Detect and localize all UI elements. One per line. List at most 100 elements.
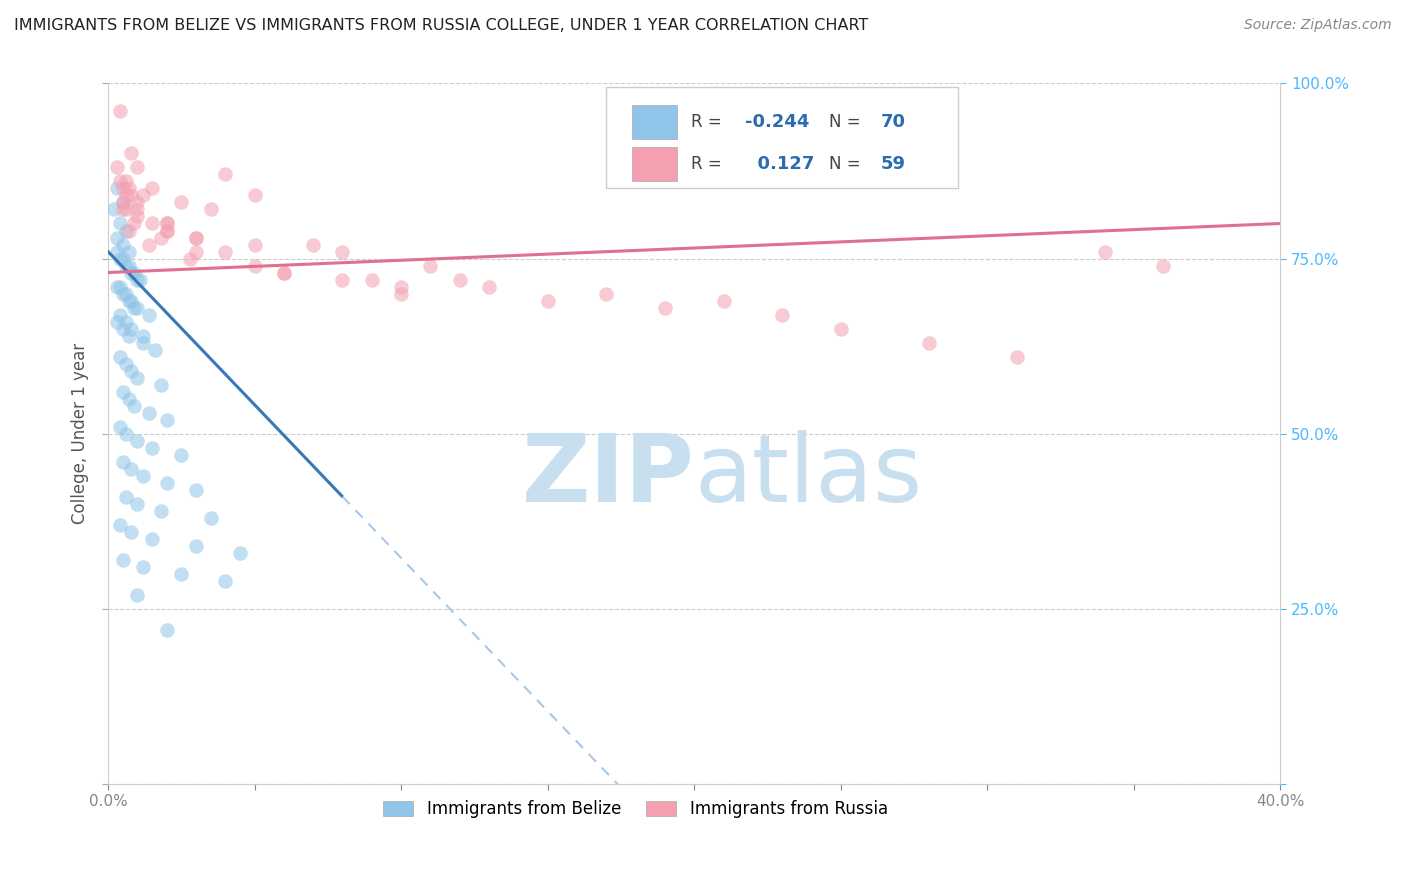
Point xyxy=(127,301,149,315)
Point xyxy=(103,202,125,217)
Point xyxy=(127,195,149,210)
Point xyxy=(770,308,793,322)
Point xyxy=(117,181,139,195)
Point xyxy=(184,483,207,497)
Point xyxy=(108,350,131,364)
Point xyxy=(243,259,266,273)
Text: atlas: atlas xyxy=(695,430,922,522)
Point xyxy=(141,181,163,195)
Point xyxy=(120,266,142,280)
Point xyxy=(114,223,136,237)
Point xyxy=(108,217,131,231)
Point xyxy=(111,195,134,210)
Point xyxy=(332,272,354,286)
Point xyxy=(124,217,146,231)
Point xyxy=(143,343,166,357)
Text: 59: 59 xyxy=(880,155,905,173)
Text: 0.127: 0.127 xyxy=(745,155,814,173)
Text: IMMIGRANTS FROM BELIZE VS IMMIGRANTS FROM RUSSIA COLLEGE, UNDER 1 YEAR CORRELATI: IMMIGRANTS FROM BELIZE VS IMMIGRANTS FRO… xyxy=(14,18,869,33)
Text: R =: R = xyxy=(690,155,727,173)
Point xyxy=(108,104,131,119)
Point xyxy=(141,217,163,231)
Point xyxy=(132,468,155,483)
Point xyxy=(108,419,131,434)
Point xyxy=(105,244,128,259)
Point xyxy=(138,308,160,322)
Text: N =: N = xyxy=(830,113,866,131)
Point xyxy=(114,357,136,371)
Point xyxy=(124,266,146,280)
Point xyxy=(120,188,142,202)
Point xyxy=(214,244,236,259)
Point xyxy=(108,252,131,266)
Point xyxy=(478,279,501,293)
Point xyxy=(155,223,177,237)
Text: -0.244: -0.244 xyxy=(745,113,808,131)
Point xyxy=(595,286,617,301)
Point xyxy=(155,217,177,231)
Text: R =: R = xyxy=(690,113,727,131)
Point xyxy=(184,230,207,244)
Point xyxy=(114,202,136,217)
Point xyxy=(127,588,149,602)
Point xyxy=(120,461,142,475)
Point xyxy=(111,237,134,252)
Point xyxy=(149,377,172,392)
Point xyxy=(105,314,128,328)
Point xyxy=(111,195,134,210)
Point xyxy=(105,161,128,175)
Point xyxy=(108,517,131,532)
FancyBboxPatch shape xyxy=(606,87,957,188)
Point xyxy=(132,335,155,350)
Point xyxy=(141,532,163,546)
Point xyxy=(184,539,207,553)
Point xyxy=(449,272,471,286)
Point xyxy=(419,259,441,273)
Point xyxy=(127,434,149,448)
Point xyxy=(132,328,155,343)
Bar xyxy=(633,105,676,139)
Point xyxy=(127,497,149,511)
Point xyxy=(120,524,142,539)
Point xyxy=(108,174,131,188)
Point xyxy=(114,259,136,273)
Point xyxy=(117,244,139,259)
Point xyxy=(117,392,139,406)
Point xyxy=(129,272,152,286)
Point xyxy=(830,321,852,335)
Point xyxy=(918,335,941,350)
Point xyxy=(111,384,134,399)
Point xyxy=(124,301,146,315)
Point xyxy=(1152,259,1174,273)
Point xyxy=(141,441,163,455)
Point xyxy=(273,266,295,280)
Point xyxy=(389,279,412,293)
Legend: Immigrants from Belize, Immigrants from Russia: Immigrants from Belize, Immigrants from … xyxy=(377,793,894,824)
Point xyxy=(537,293,560,308)
Point xyxy=(120,293,142,308)
Point xyxy=(138,406,160,420)
Point xyxy=(170,448,193,462)
Point xyxy=(127,202,149,217)
Point xyxy=(155,623,177,637)
Point xyxy=(302,237,325,252)
Point xyxy=(111,252,134,266)
Point xyxy=(149,503,172,517)
Y-axis label: College, Under 1 year: College, Under 1 year xyxy=(72,343,89,524)
Point xyxy=(1094,244,1116,259)
Point xyxy=(111,181,134,195)
Text: 70: 70 xyxy=(880,113,905,131)
Point xyxy=(111,321,134,335)
Point xyxy=(111,286,134,301)
Point xyxy=(105,279,128,293)
Point xyxy=(713,293,735,308)
Point xyxy=(105,181,128,195)
Point xyxy=(114,286,136,301)
Point xyxy=(243,237,266,252)
Point xyxy=(120,363,142,377)
Point xyxy=(155,412,177,426)
Point xyxy=(127,161,149,175)
Point xyxy=(654,301,676,315)
Point xyxy=(111,552,134,566)
Point xyxy=(155,217,177,231)
